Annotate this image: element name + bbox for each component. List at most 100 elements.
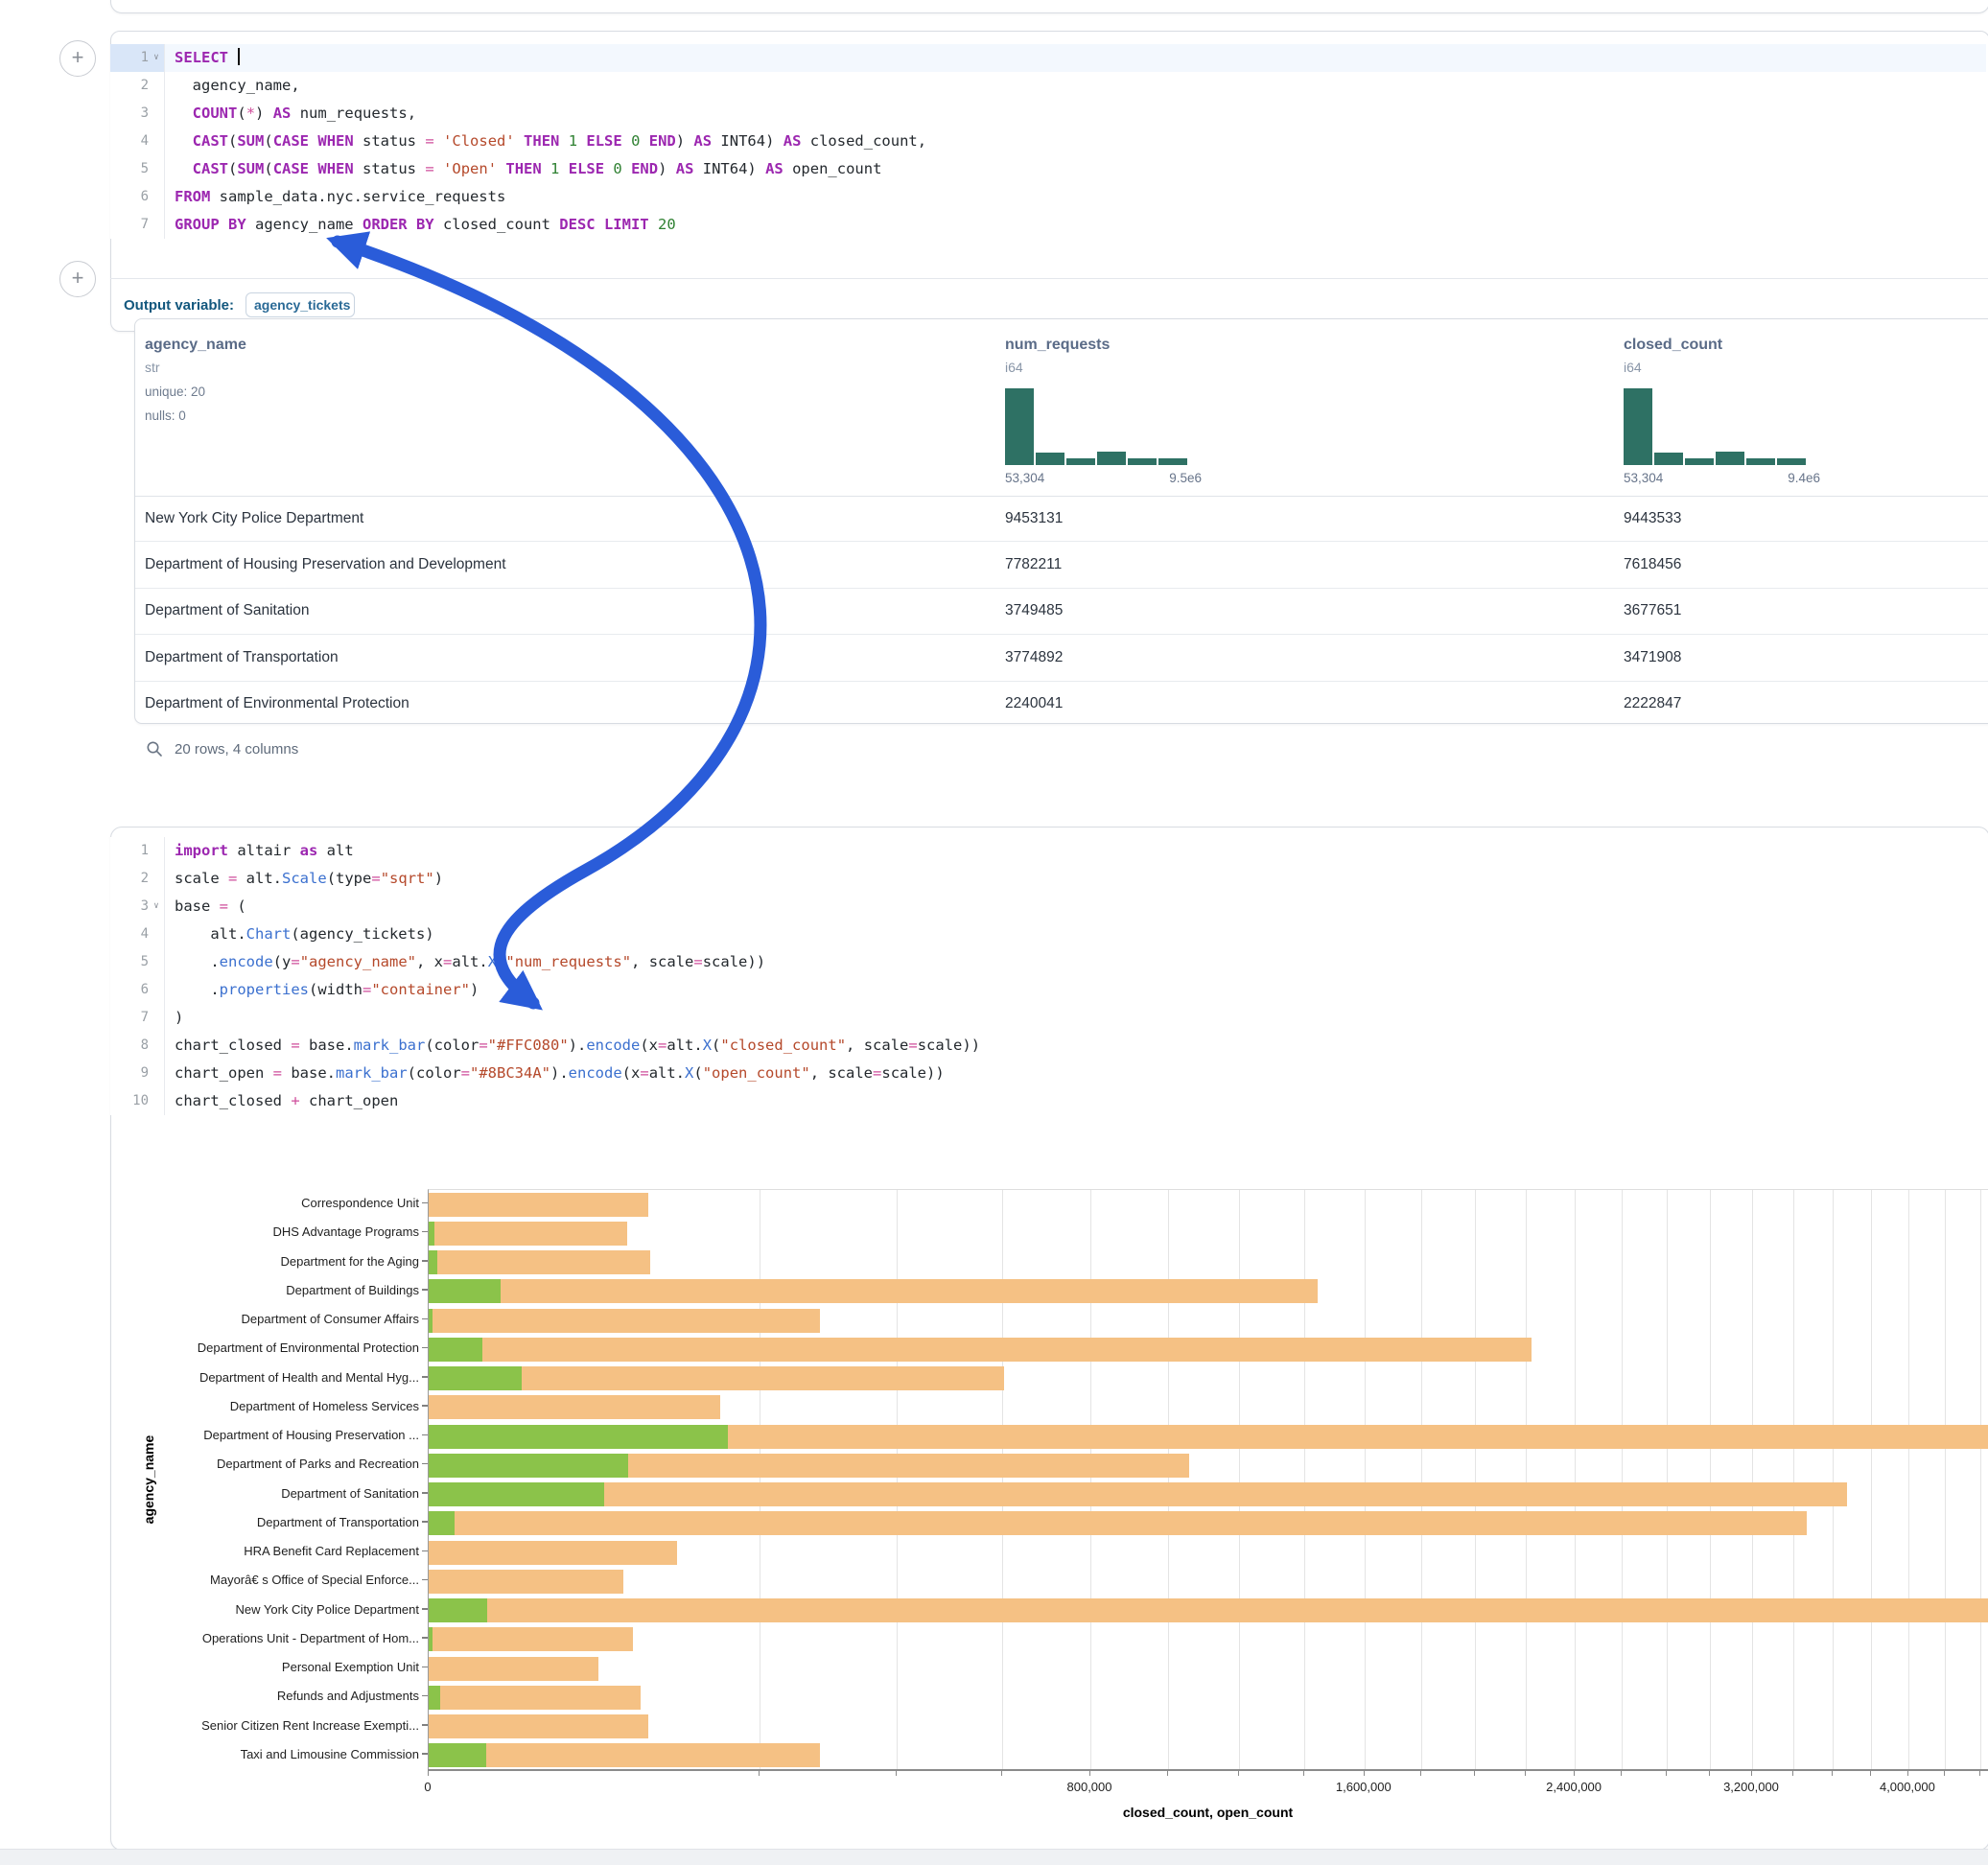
open-count-bar[interactable] [429,1482,604,1507]
y-axis-label: Correspondence Unit [301,1196,428,1210]
code-line-9[interactable]: 9 chart_open = base.mark_bar(color="#8BC3… [110,1060,1986,1087]
add-cell-button-middle[interactable]: + [59,261,96,297]
open-count-bar[interactable] [429,1627,433,1652]
code-line-2[interactable]: 2 scale = alt.Scale(type="sqrt") [110,865,1986,893]
table-row[interactable]: Department of Transportation 3774892 34719… [135,635,1988,682]
closed-count-bar[interactable] [429,1482,1848,1507]
text-cursor [238,48,241,65]
table-row[interactable]: New York City Police Department 9453131 94… [135,496,1988,543]
code-line-7[interactable]: 7) [110,1004,1986,1032]
code-line-6[interactable]: 6 FROM sample_data.nyc.service_requests [110,183,1986,211]
code-line-4[interactable]: 4 CAST(SUM(CASE WHEN status = 'Closed' T… [110,128,1986,155]
table-cell: Department of Transportation [145,648,339,665]
open-count-bar[interactable] [429,1250,437,1275]
open-count-bar[interactable] [429,1366,522,1391]
code-line-3[interactable]: 3 COUNT(*) AS num_requests, [110,100,1986,128]
closed-count-bar[interactable] [429,1714,648,1739]
line-number: 9 [110,1060,165,1087]
histogram-range: 53,304 9.5e6 [1005,471,1202,485]
fold-chevron-icon[interactable]: ∨ [153,53,159,62]
chart-x-axis-ticks [428,1771,1988,1777]
code-line-6[interactable]: 6 .properties(width="container") [110,976,1986,1004]
python-editor[interactable]: 1 import altair as alt 2 scale = alt.Scale(… [110,837,1986,1115]
code-line-5[interactable]: 5 .encode(y="agency_name", x=alt.X("num_… [110,948,1986,976]
code-line-1[interactable]: 1 ∨ SELECT [110,44,1986,72]
closed-count-bar[interactable] [429,1395,720,1420]
search-icon[interactable] [146,740,163,758]
closed-count-bar[interactable] [429,1656,598,1681]
x-tick [1167,1771,1169,1776]
y-tick [422,1753,428,1755]
line-number: 8 [110,1032,165,1060]
column-header-agency_name[interactable]: agency_name str unique: 20 nulls: 0 [145,337,246,423]
code-line-2[interactable]: 2 agency_name, [110,72,1986,100]
histogram-bar [1746,457,1775,465]
table-row[interactable]: Department of Sanitation 3749485 3677651 [135,589,1988,636]
column-stat: nulls: 0 [145,408,186,423]
x-tick [1906,1771,1908,1776]
column-histogram [1005,388,1187,465]
gridline [1907,1190,1909,1770]
y-axis-label: Taxi and Limousine Commission [241,1747,428,1761]
closed-count-bar[interactable] [429,1598,1988,1623]
code-line-10[interactable]: 10 chart_closed + chart_open [110,1087,1986,1115]
y-tick [422,1550,428,1552]
closed-count-bar[interactable] [429,1337,1532,1362]
y-axis-label: Department of Transportation [257,1515,428,1529]
closed-count-bar[interactable] [429,1221,627,1246]
table-row[interactable]: Department of Environmental Protection 22… [135,682,1988,727]
closed-count-bar[interactable] [429,1569,623,1594]
open-count-bar[interactable] [429,1221,434,1246]
x-tick [1420,1771,1421,1776]
table-cell: 9443533 [1624,509,1682,526]
output-variable-pill[interactable]: agency_tickets [246,292,356,317]
column-header-num_requests[interactable]: num_requests i64 53,304 9.5e6 [1005,337,1202,485]
open-count-bar[interactable] [429,1511,455,1536]
open-count-bar[interactable] [429,1279,501,1304]
closed-count-bar[interactable] [429,1250,651,1275]
code-line-1[interactable]: 1 import altair as alt [110,837,1986,865]
closed-count-bar[interactable] [429,1627,633,1652]
line-number: 3 ∨ [110,893,165,921]
closed-count-bar[interactable] [429,1308,821,1333]
sql-editor[interactable]: 1 ∨ SELECT 2 agency_name, 3 COUNT(*) AS num… [110,44,1986,239]
x-axis-label: 1,600,000 [1335,1780,1392,1794]
column-header-closed_count[interactable]: closed_count i64 53,304 9.4e6 [1624,337,1820,485]
open-count-bar[interactable] [429,1743,486,1768]
gridline [1239,1190,1241,1770]
line-number: 5 [110,155,165,183]
line-number: 2 [110,72,165,100]
line-number: 6 [110,183,165,211]
chart-x-axis-line [428,1769,1988,1771]
chart-plot-area[interactable] [428,1189,1988,1770]
closed-count-bar[interactable] [429,1366,1004,1391]
add-cell-button-top[interactable]: + [59,40,96,77]
page-bottom-gutter [0,1849,1988,1865]
line-number: 1 ∨ [110,44,165,72]
open-count-bar[interactable] [429,1598,488,1623]
closed-count-bar[interactable] [429,1279,1318,1304]
closed-count-bar[interactable] [429,1685,641,1710]
x-axis-label: 4,000,000 [1879,1780,1935,1794]
gridline [896,1190,898,1770]
fold-chevron-icon[interactable]: ∨ [153,901,159,911]
gridline [1001,1190,1003,1770]
code-line-4[interactable]: 4 alt.Chart(agency_tickets) [110,921,1986,948]
open-count-bar[interactable] [429,1337,482,1362]
open-count-bar[interactable] [429,1424,729,1449]
open-count-bar[interactable] [429,1685,440,1710]
y-tick [422,1346,428,1349]
code-line-8[interactable]: 8 chart_closed = base.mark_bar(color="#FF… [110,1032,1986,1060]
closed-count-bar[interactable] [429,1540,678,1565]
gridline [1980,1190,1982,1770]
open-count-bar[interactable] [429,1308,433,1333]
table-row[interactable]: Department of Housing Preservation and D… [135,542,1988,589]
line-number: 4 [110,921,165,948]
closed-count-bar[interactable] [429,1511,1808,1536]
code-line-7[interactable]: 7 GROUP BY agency_name ORDER BY closed_co… [110,211,1986,239]
code-line-5[interactable]: 5 CAST(SUM(CASE WHEN status = 'Open' THE… [110,155,1986,183]
closed-count-bar[interactable] [429,1743,821,1768]
code-line-3[interactable]: 3 ∨ base = ( [110,893,1986,921]
closed-count-bar[interactable] [429,1192,648,1217]
open-count-bar[interactable] [429,1453,628,1478]
